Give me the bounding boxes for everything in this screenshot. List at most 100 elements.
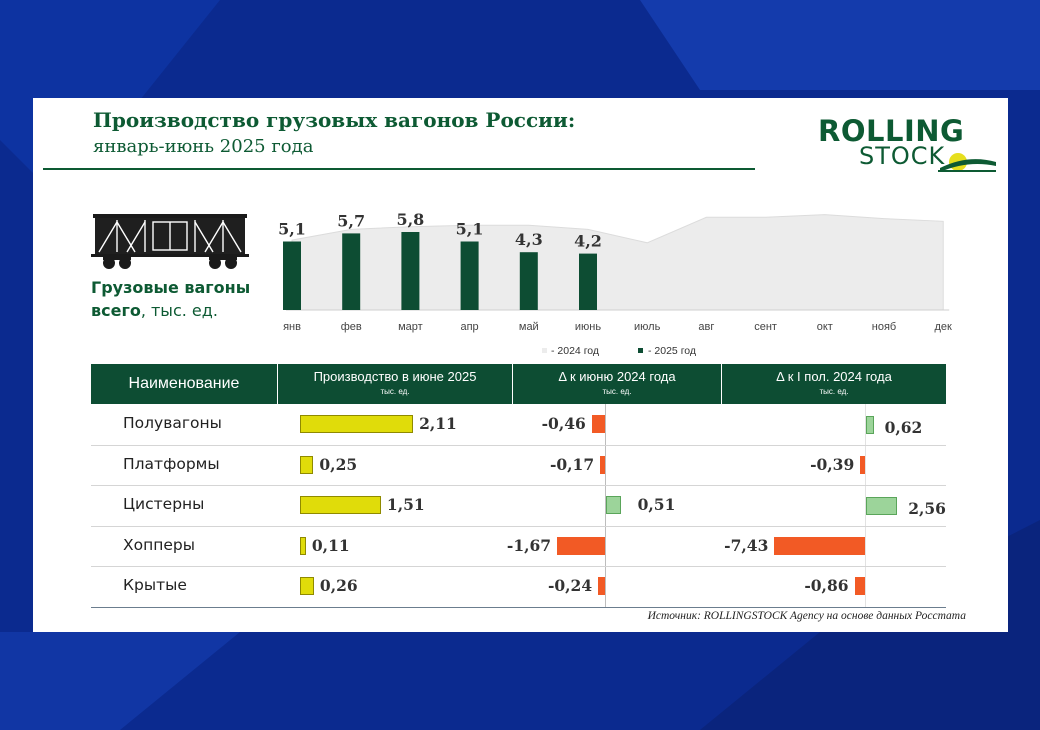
caption-unit-text: , тыс. ед.	[140, 301, 218, 320]
production-bar	[300, 496, 381, 515]
bar-2025	[579, 253, 597, 310]
delta-h1-bar	[866, 416, 874, 435]
production-bar	[300, 536, 306, 555]
table-row-label: Крытые	[123, 576, 187, 595]
row-separator	[91, 606, 946, 608]
bar-2025	[401, 232, 420, 310]
x-tick-label: окт	[817, 321, 833, 333]
logo-text-stock: STOCK	[859, 142, 946, 170]
header-title: Δ к I пол. 2024 года	[776, 369, 892, 384]
delta-june-value: -0,17	[549, 454, 595, 474]
row-separator	[91, 444, 946, 446]
production-bar	[300, 455, 314, 474]
x-tick-label: авг	[698, 321, 714, 333]
x-tick-label: июль	[634, 321, 661, 333]
header-divider	[277, 364, 278, 404]
header-divider	[512, 364, 513, 404]
page-subtitle: январь-июнь 2025 года	[93, 136, 314, 157]
delta-h1-bar	[854, 577, 865, 596]
row-separator	[91, 566, 946, 567]
data-label: 5,7	[337, 211, 365, 230]
data-label: 5,8	[396, 210, 424, 229]
legend-label-2025: - 2025 год	[648, 345, 696, 357]
delta-june-value: -0,24	[547, 576, 593, 596]
source-note: Источник: ROLLINGSTOCK Agency на основе …	[647, 610, 966, 622]
zero-axis-h1	[865, 404, 866, 608]
legend-label-2024: - 2024 год	[551, 345, 599, 357]
area-2024	[291, 214, 944, 311]
delta-june-value: 0,51	[637, 495, 676, 515]
chart-caption-unit: всего, тыс. ед.	[91, 301, 218, 320]
delta-june-bar	[606, 496, 621, 515]
row-separator	[91, 525, 946, 527]
table-row-label: Цистерны	[123, 495, 205, 514]
table-row-label: Платформы	[123, 454, 220, 473]
delta-june-bar	[598, 577, 605, 596]
table-header: Наименование Производство в июне 2025 ты…	[91, 364, 946, 404]
production-value: 2,11	[419, 414, 457, 434]
production-value: 0,25	[319, 454, 358, 474]
delta-h1-value: -0,39	[810, 454, 855, 474]
x-tick-label: июнь	[575, 321, 601, 333]
x-tick-label: сент	[754, 321, 777, 333]
delta-h1-value: -7,43	[724, 535, 769, 555]
header-unit: тыс. ед.	[380, 387, 410, 396]
freight-wagon-icon	[91, 214, 249, 269]
x-tick-label: дек	[935, 321, 953, 333]
delta-h1-value: 2,56	[908, 499, 946, 519]
row-separator	[91, 485, 946, 486]
x-tick-label: янв	[283, 321, 301, 333]
x-tick-label: нояб	[872, 321, 896, 333]
production-value: 0,11	[311, 535, 350, 555]
header-unit: тыс. ед.	[819, 387, 849, 396]
production-bar	[300, 577, 314, 596]
title-divider	[43, 168, 755, 170]
delta-june-value: -1,67	[506, 535, 552, 555]
production-value: 0,26	[319, 576, 358, 596]
table-row-label: Хопперы	[123, 535, 195, 554]
header-cell-delta-june: Δ к июню 2024 года тыс. ед.	[513, 364, 721, 404]
bar-2025	[283, 241, 301, 310]
production-bar	[300, 415, 414, 434]
delta-june-bar	[591, 415, 605, 434]
monthly-production-chart: 5,1 5,7 5,8 5,1 4,3 4,2 янв фев март апр май июнь ию…	[278, 210, 953, 357]
infographic-card: Производство грузовых вагонов России: ян…	[33, 98, 1008, 632]
delta-h1-bar	[774, 536, 865, 555]
header-cell-delta-h1: Δ к I пол. 2024 года тыс. ед.	[722, 364, 946, 404]
delta-h1-bar	[866, 497, 898, 516]
header-cell-production: Производство в июне 2025 тыс. ед.	[278, 364, 512, 404]
delta-h1-value: -0,86	[804, 576, 849, 596]
data-label: 4,2	[574, 232, 602, 251]
caption-bold-word: всего	[91, 301, 141, 320]
x-tick-label: март	[398, 321, 423, 333]
chart-caption-title: Грузовые вагоны	[91, 278, 251, 297]
table-row-label: Полувагоны	[123, 414, 222, 433]
delta-june-value: -0,46	[541, 414, 586, 434]
data-label: 4,3	[515, 230, 543, 249]
delta-june-bar	[600, 455, 605, 474]
data-label: 5,1	[456, 220, 484, 239]
legend-swatch-2024	[542, 348, 547, 353]
bar-2025	[519, 252, 538, 310]
header-title: Наименование	[128, 375, 240, 392]
x-tick-label: май	[519, 321, 539, 333]
bar-2025	[342, 233, 361, 310]
page-title: Производство грузовых вагонов России:	[93, 108, 576, 132]
x-tick-label: апр	[460, 321, 478, 333]
legend-swatch-2025	[638, 348, 643, 353]
data-label: 5,1	[278, 220, 306, 239]
header-title: Производство в июне 2025	[313, 369, 477, 384]
delta-h1-value: 0,62	[884, 418, 923, 438]
train-sun-icon	[938, 153, 996, 172]
delta-june-bar	[557, 536, 605, 555]
production-value: 1,51	[386, 495, 425, 515]
x-tick-label: фев	[341, 321, 362, 333]
logo-text-rolling: ROLLING	[818, 114, 965, 148]
header-title: Δ к июню 2024 года	[558, 369, 676, 384]
header-unit: тыс. ед.	[602, 387, 632, 396]
zero-axis-june	[605, 404, 606, 608]
header-cell-name: Наименование	[91, 364, 277, 404]
header-divider	[721, 364, 722, 404]
delta-h1-bar	[860, 455, 865, 474]
bar-2025	[460, 241, 479, 310]
